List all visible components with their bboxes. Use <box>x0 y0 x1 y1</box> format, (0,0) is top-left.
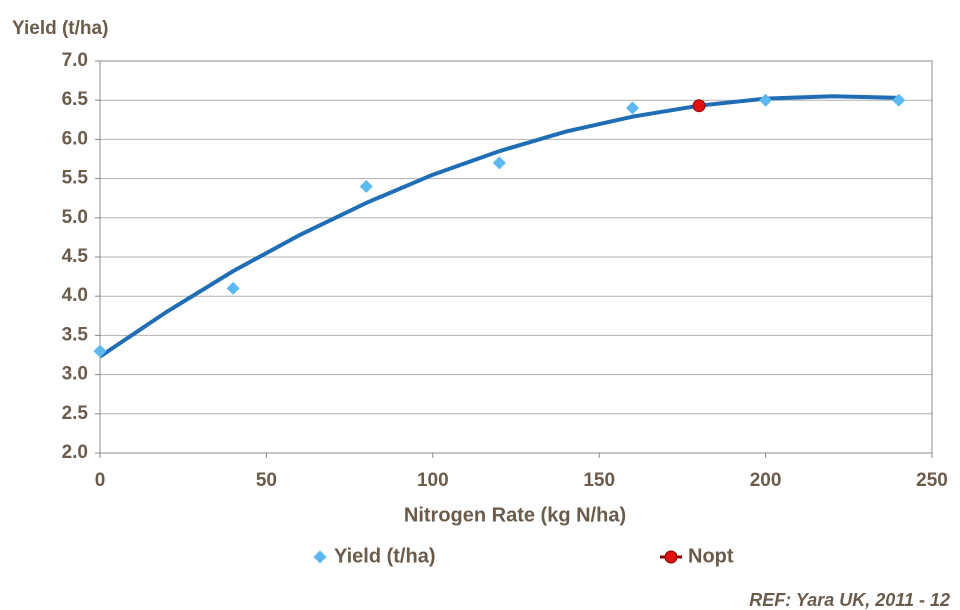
y-tick-label: 3.0 <box>62 364 88 385</box>
plot-frame <box>99 60 933 454</box>
legend-label: Nopt <box>688 545 734 567</box>
x-axis-title: Nitrogen Rate (kg N/ha) <box>404 504 626 526</box>
y-tick-label: 6.5 <box>62 89 89 110</box>
y-tick-label: 4.5 <box>62 246 89 267</box>
x-tick-label: 50 <box>256 470 277 491</box>
point <box>492 156 506 170</box>
point <box>892 93 906 107</box>
legend-label: Yield (t/ha) <box>334 545 435 567</box>
x-tick-label: 0 <box>95 470 106 491</box>
y-tick-label: 2.0 <box>62 442 88 463</box>
y-tick-label: 7.0 <box>62 50 88 71</box>
point <box>359 179 373 193</box>
point <box>93 344 107 358</box>
point <box>625 101 639 115</box>
y-tick-label: 2.5 <box>62 403 89 424</box>
point <box>759 93 773 107</box>
y-tick-label: 5.5 <box>62 168 89 189</box>
x-tick-label: 100 <box>417 470 449 491</box>
y-tick-label: 4.0 <box>62 285 88 306</box>
reference: REF: Yara UK, 2011 - 12 <box>749 590 950 610</box>
y-tick-label: 3.5 <box>62 324 89 345</box>
y-tick-label: 6.0 <box>62 128 88 149</box>
x-tick-label: 200 <box>750 470 782 491</box>
legend-marker <box>664 550 678 564</box>
trend-line <box>98 94 899 359</box>
y-tick-label: 5.0 <box>62 207 88 228</box>
x-tick-label: 150 <box>583 470 615 491</box>
legend-marker <box>313 550 327 564</box>
x-tick-label: 250 <box>916 470 948 491</box>
point <box>226 281 240 295</box>
point <box>692 99 706 113</box>
y-axis-title: Yield (t/ha) <box>12 18 108 39</box>
